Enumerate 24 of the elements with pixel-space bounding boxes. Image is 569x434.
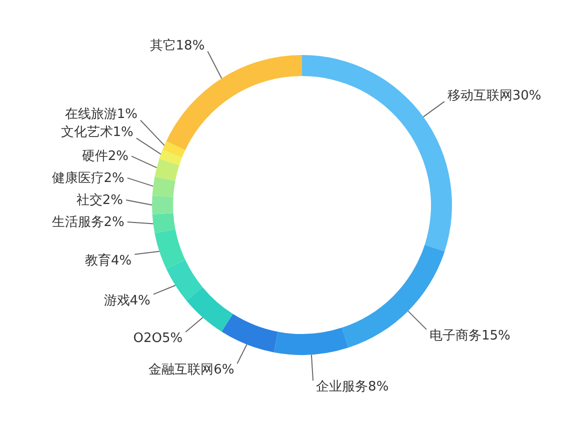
donut-slice — [166, 55, 302, 150]
donut-slice — [159, 150, 182, 166]
slice-label: 生活服务2% — [52, 215, 124, 230]
donut-slice — [154, 158, 180, 181]
slice-label: 其它18% — [150, 37, 205, 54]
slice-label: 在线旅游1% — [64, 107, 138, 122]
slice-label: 健康医疗2% — [52, 170, 124, 186]
slice-label: 企业服务8% — [316, 380, 389, 395]
slice-label: 社交2% — [76, 192, 123, 208]
donut-slice — [274, 328, 348, 355]
donut-slice — [222, 314, 278, 352]
donut-slice — [186, 287, 233, 332]
donut-slice — [152, 196, 174, 214]
slice-label: 游戏4% — [104, 293, 150, 308]
slice-label: 教育4% — [84, 252, 132, 268]
slice-label: 硬件2% — [82, 149, 129, 164]
slice-label: 文化艺术1% — [60, 125, 134, 140]
donut-slice — [152, 176, 176, 197]
slice-label: O2O5% — [133, 331, 183, 346]
donut-slice — [162, 141, 186, 158]
slice-label: 电子商务15% — [429, 328, 510, 344]
slice-label: 金融互联网6% — [148, 362, 234, 378]
donut-slice — [152, 213, 176, 234]
slice-label: 移动互联网30% — [447, 88, 542, 104]
